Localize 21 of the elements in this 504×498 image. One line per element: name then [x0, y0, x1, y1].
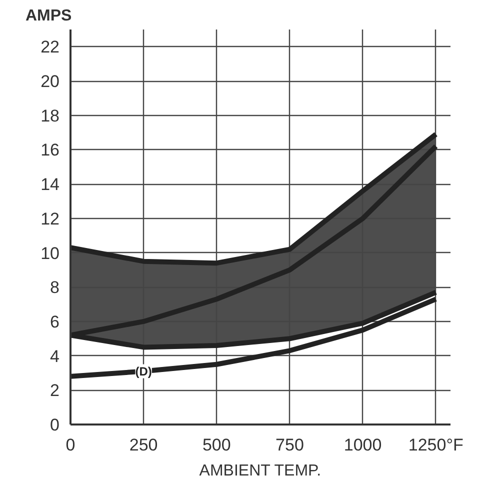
y-tick-label: 10 [40, 244, 60, 263]
y-axis-title: AMPS [26, 8, 72, 24]
y-tick-label: 16 [40, 140, 60, 160]
y-tick-label: 8 [50, 278, 60, 298]
x-tick-label: 1000 [344, 436, 382, 454]
x-tick-label: 500 [202, 436, 231, 454]
y-tick-label: 6 [50, 312, 60, 332]
x-tick-label: 0 [66, 436, 76, 454]
x-tick-label: 750 [276, 436, 304, 454]
y-tick-label: 20 [40, 72, 60, 92]
x-tick-label: 1250°F [408, 436, 464, 454]
y-tick-label: 0 [50, 416, 60, 434]
series-label: (D) [135, 364, 152, 378]
y-tick-label: 4 [50, 346, 60, 366]
y-tick-label: 2 [50, 381, 60, 400]
y-tick-label: 14 [40, 175, 60, 194]
x-tick-label: 250 [129, 436, 158, 454]
x-axis-title: AMBIENT TEMP. [199, 462, 322, 480]
y-tick-label: 12 [40, 209, 60, 228]
y-tick-label: 22 [40, 38, 60, 57]
y-tick-label: 18 [40, 106, 60, 126]
